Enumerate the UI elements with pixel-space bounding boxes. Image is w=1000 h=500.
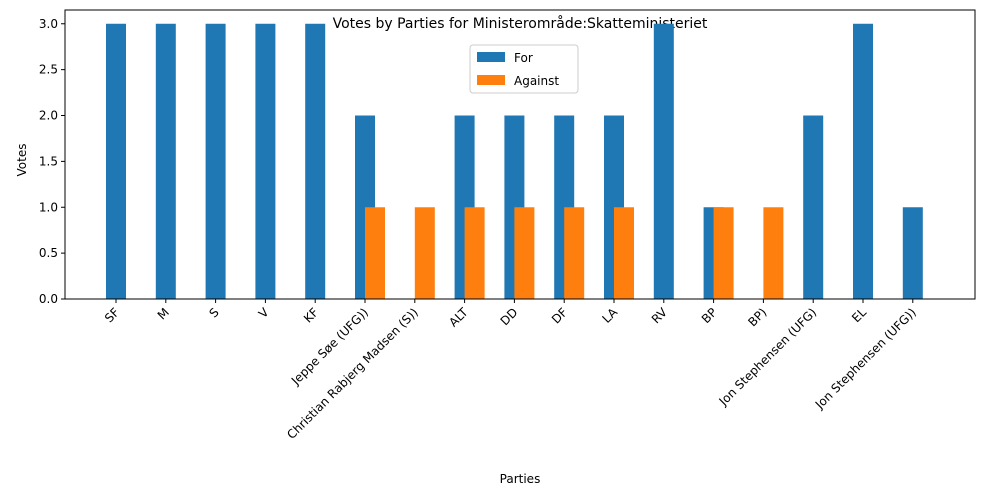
x-tick-label: DD (498, 305, 521, 328)
bar-for-14 (803, 115, 824, 299)
y-tick-label: 3.0 (39, 17, 58, 31)
chart-title: Votes by Parties for Ministerområde:Skat… (333, 15, 708, 32)
bar-for-4 (305, 23, 326, 300)
bar-against-7 (464, 207, 485, 299)
x-tick-label: Jon Stephensen (UFG)) (812, 305, 919, 412)
y-tick-label: 0.5 (39, 246, 58, 260)
x-tick-label: ALT (446, 305, 471, 330)
bar-against-9 (564, 207, 585, 299)
bar-for-3 (255, 23, 276, 300)
x-tick-label: EL (849, 305, 869, 325)
legend-swatch-against (477, 75, 505, 85)
x-tick-label: BP (699, 305, 720, 326)
x-axis-label: Parties (500, 472, 541, 486)
x-tick-label: Jon Stephensen (UFG) (716, 305, 820, 409)
x-tick-label: LA (599, 305, 620, 326)
legend: For Against (469, 44, 579, 94)
plot-frame (64, 9, 976, 300)
bar-against-5 (365, 207, 385, 299)
x-tick-label: SF (102, 305, 122, 325)
legend-label-against: Against (514, 74, 559, 88)
y-tick-label: 0.0 (39, 292, 58, 306)
bar-against-13 (763, 207, 784, 299)
x-tick-label: M (155, 305, 172, 322)
bar-for-11 (653, 23, 674, 300)
x-tick-label: S (206, 305, 221, 320)
bar-for-1 (155, 23, 176, 300)
x-tick-label: RV (649, 305, 671, 327)
x-tick-label: KF (301, 305, 321, 325)
x-tick-label: BP) (745, 305, 769, 329)
x-tick-label: DF (549, 305, 570, 326)
y-tick-label: 2.5 (39, 63, 58, 77)
y-axis-label: Votes (15, 144, 29, 177)
y-tick-label: 1.5 (39, 154, 58, 168)
y-axis: 0.0 0.5 1.0 1.5 2.0 2.5 3.0 (39, 17, 65, 306)
y-tick-label: 2.0 (39, 109, 58, 123)
bar-against-8 (514, 207, 535, 299)
bar-for-0 (106, 23, 126, 300)
legend-label-for: For (514, 51, 533, 65)
bar-for-15 (853, 23, 873, 300)
bar-against-6 (414, 207, 435, 299)
bars-group (106, 23, 923, 300)
bar-against-10 (614, 207, 634, 299)
bar-against-12 (713, 207, 734, 299)
bar-for-16 (902, 207, 923, 299)
legend-swatch-for (477, 52, 505, 62)
x-tick-label: V (256, 305, 272, 321)
bar-for-2 (205, 23, 226, 300)
y-tick-label: 1.0 (39, 200, 58, 214)
